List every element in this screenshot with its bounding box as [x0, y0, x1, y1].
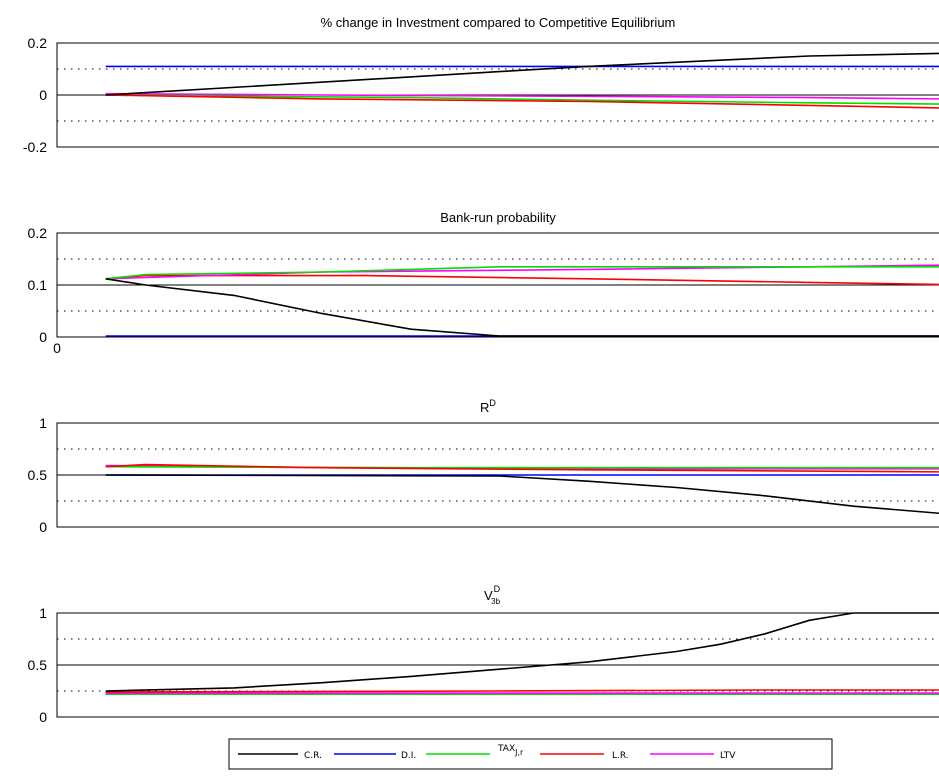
legend-label-lr: L.R. — [612, 751, 629, 761]
legend-label-tax: TAXJ,r — [497, 744, 524, 757]
series-lines — [105, 612, 939, 695]
legend: C.R. D.I. TAXJ,r L.R. LTV — [228, 738, 833, 770]
series-line-l-r — [105, 94, 939, 109]
panel-bank-run-probability: Bank-run probability 0.2 0.1 00 — [28, 210, 939, 356]
series-line-l-r — [105, 274, 939, 286]
y-tick-label: 0 — [39, 519, 47, 535]
y-ticks: 0.2 0.1 00 — [28, 225, 62, 356]
series-lines — [105, 264, 939, 337]
y-tick-label: 0 — [39, 709, 47, 725]
legend-label-ltv: LTV — [720, 751, 736, 761]
y-tick-label: 0.1 — [28, 277, 48, 293]
panel-title: RD — [480, 398, 496, 415]
y-tick-label: 0 — [39, 87, 47, 103]
panel-rd: RD 10.50 — [28, 398, 939, 535]
series-lines — [105, 463, 939, 515]
panel-title: % change in Investment compared to Compe… — [321, 15, 676, 30]
series-line-tax-j-r — [105, 265, 939, 280]
series-line-ltv — [105, 92, 939, 100]
y-tick-label: 1 — [39, 605, 47, 621]
reference-lines — [57, 258, 939, 312]
legend-label-di: D.I. — [401, 751, 416, 761]
series-line-c-r — [105, 278, 939, 337]
series-line-c-r — [105, 612, 939, 692]
y-tick-label: -0.2 — [23, 139, 47, 155]
legend-item-tax: TAXJ,r — [426, 744, 524, 757]
y-tick-label: 0.2 — [28, 35, 48, 51]
panel-investment-change: % change in Investment compared to Compe… — [23, 15, 939, 155]
legend-item-di: D.I. — [334, 751, 416, 761]
y-ticks: 10.50 — [28, 605, 62, 725]
legend-item-lr: L.R. — [540, 751, 629, 761]
x-tick-label: 0 — [53, 340, 61, 356]
reference-lines — [57, 638, 939, 692]
y-tick-label: 0.2 — [28, 225, 48, 241]
y-tick-label: 0.5 — [28, 467, 48, 483]
series-line-c-r — [105, 52, 939, 96]
y-tick-label: 0.5 — [28, 657, 48, 673]
series-lines — [105, 52, 939, 109]
legend-item-cr: C.R. — [238, 751, 322, 761]
panel-title: VD 3b — [484, 584, 501, 606]
panel-title: Bank-run probability — [440, 210, 556, 225]
y-tick-label: 0 — [39, 329, 47, 345]
y-tick-label: 1 — [39, 415, 47, 431]
series-line-l-r — [105, 463, 939, 473]
series-line-c-r — [105, 474, 939, 515]
legend-label-cr: C.R. — [304, 751, 322, 761]
series-line-tax-j-r — [105, 94, 939, 105]
legend-box — [228, 738, 833, 770]
y-ticks: 0.2 0 -0.2 — [23, 35, 62, 155]
series-line-l-r — [105, 689, 939, 693]
y-ticks: 10.50 — [28, 415, 62, 535]
legend-item-ltv: LTV — [650, 751, 736, 761]
panel-v3b: VD 3b 10.50 — [28, 584, 939, 725]
